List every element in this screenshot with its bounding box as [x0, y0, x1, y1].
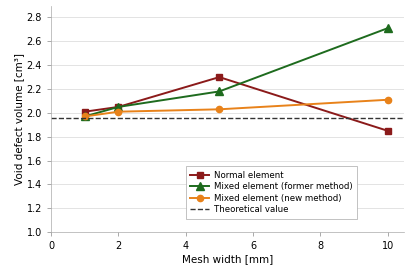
Mixed element (new method) [216, 108, 221, 111]
Mixed element (new method) [82, 115, 87, 118]
Normal element [216, 75, 221, 79]
Mixed element (new method) [384, 98, 389, 101]
Line: Mixed element (new method): Mixed element (new method) [81, 97, 390, 120]
Legend: Normal element, Mixed element (former method), Mixed element (new method), Theor: Normal element, Mixed element (former me… [186, 166, 356, 219]
Normal element [384, 129, 389, 133]
Line: Normal element: Normal element [81, 74, 390, 134]
Mixed element (former method) [216, 90, 221, 93]
Theoretical value [82, 116, 87, 119]
Mixed element (former method) [82, 115, 87, 118]
X-axis label: Mesh width [mm]: Mesh width [mm] [182, 254, 273, 264]
Mixed element (former method) [384, 27, 389, 30]
Line: Mixed element (former method): Mixed element (former method) [81, 24, 391, 120]
Mixed element (former method) [116, 105, 121, 109]
Theoretical value [49, 116, 54, 119]
Normal element [82, 110, 87, 113]
Normal element [116, 105, 121, 109]
Y-axis label: Void defect volume [cm³]: Void defect volume [cm³] [14, 53, 24, 185]
Mixed element (new method) [116, 110, 121, 113]
